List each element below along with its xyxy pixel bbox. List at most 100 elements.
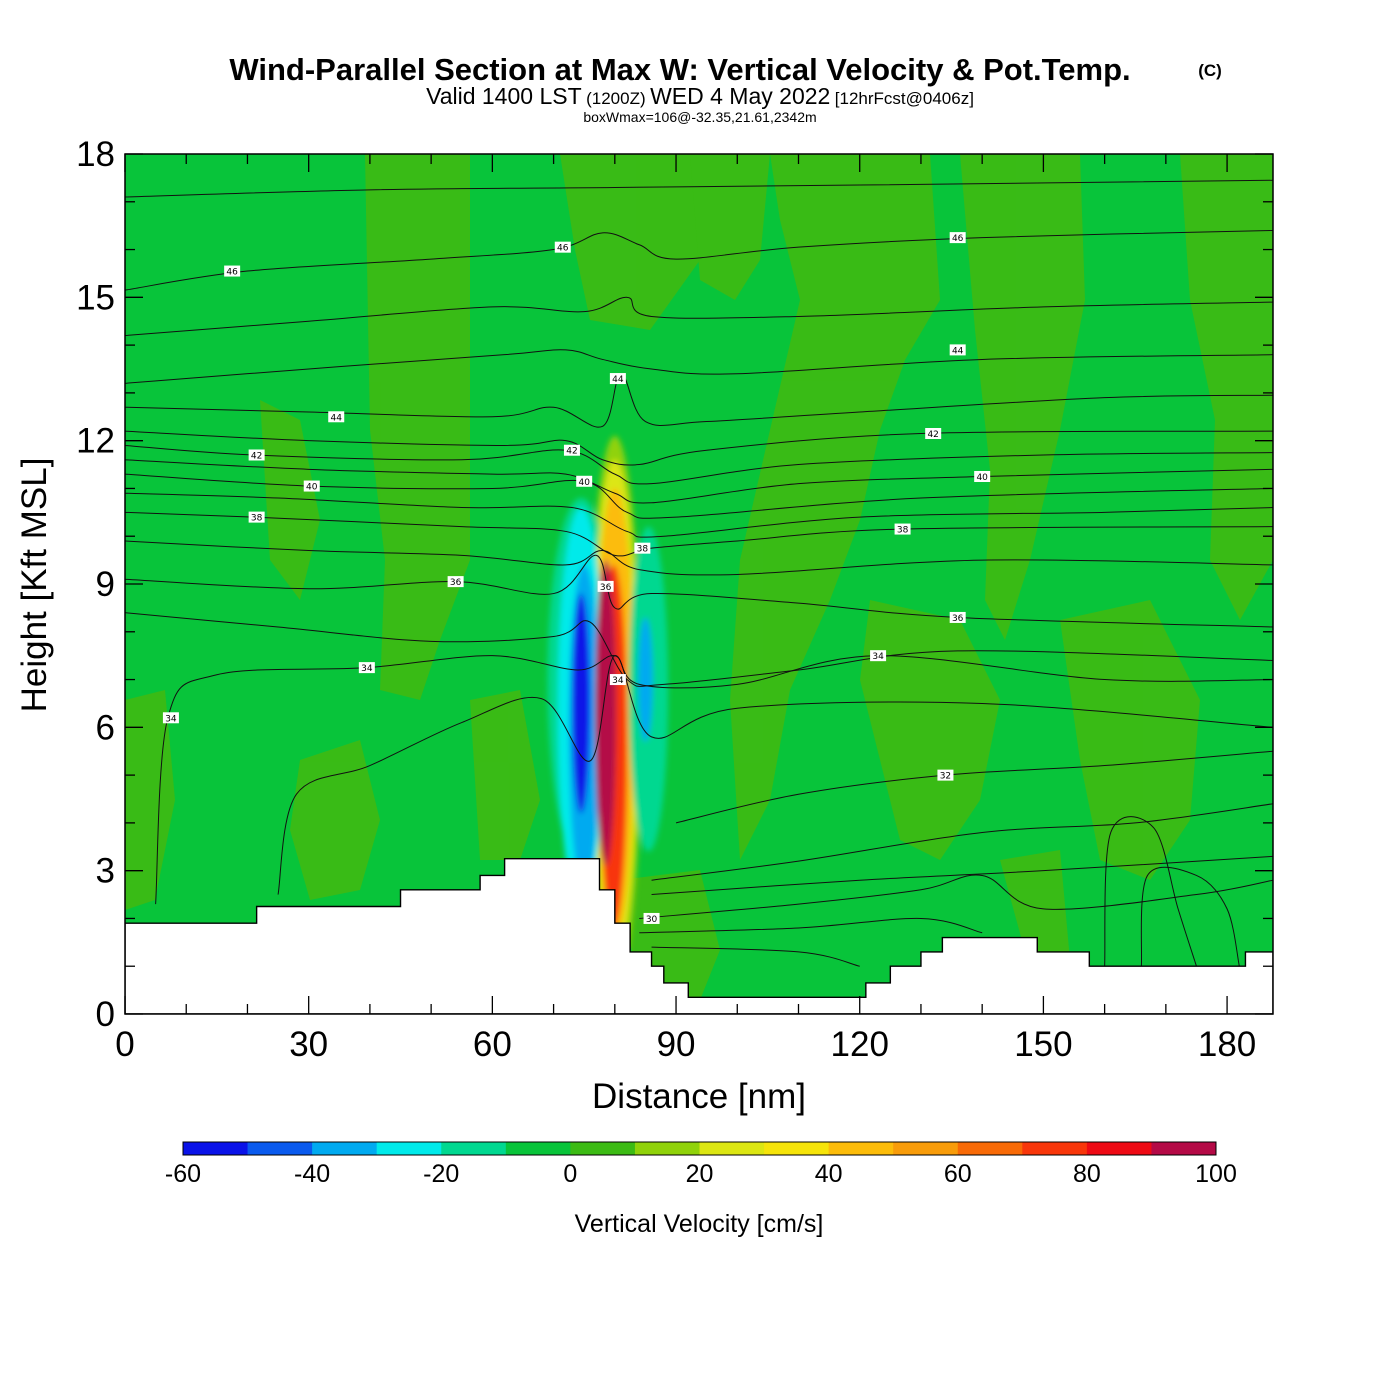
colorbar-segment-6 (570, 1142, 636, 1155)
theta-label-text: 42 (927, 430, 938, 440)
theta-label-text: 42 (566, 447, 577, 457)
colorbar-tick-label: -60 (165, 1160, 201, 1188)
colorbar-segment-8 (699, 1142, 765, 1155)
theta-label-22: 32 (937, 769, 954, 782)
theta-label-box (634, 542, 651, 554)
colorbar-segment-9 (764, 1142, 830, 1155)
colorbar-tick-label: 100 (1195, 1160, 1237, 1188)
theta-label-14: 38 (894, 523, 911, 536)
subtitle-forecast: [12hrFcst@0406z] (835, 89, 974, 108)
colorbar-segment-14 (1086, 1142, 1152, 1155)
theta-label-box (162, 712, 179, 724)
w-cell-10 (638, 617, 653, 742)
theta-label-box (248, 449, 265, 461)
colorbar-segment-11 (893, 1142, 959, 1155)
colorbar-segment-13 (1022, 1142, 1088, 1155)
theta-label-text: 44 (331, 413, 343, 423)
colorbar: -60 -40 -20 0 20 40 60 80 100 (165, 1141, 1237, 1188)
theta-label-box (328, 411, 345, 423)
colorbar-segment-10 (828, 1142, 894, 1155)
colorbar-tick-label: -20 (423, 1160, 459, 1188)
theta-contour-line-3 (125, 349, 1273, 384)
y-tick-label: 15 (76, 278, 115, 317)
theta-contour-labels: 46 46 46 44 44 44 42 42 42 40 40 40 38 38 38 36 36 36 34 34… (162, 232, 991, 925)
theta-label-text: 34 (872, 652, 884, 662)
colorbar-segment-4 (441, 1142, 507, 1155)
theta-label-box (447, 576, 464, 588)
theta-contour-line-2 (125, 296, 1273, 337)
theta-label-text: 36 (450, 578, 462, 588)
theta-label-box (563, 444, 580, 456)
w-weak-updraft-streaks (125, 154, 1273, 1000)
theta-label-text: 46 (952, 234, 964, 244)
theta-label-text: 42 (251, 452, 262, 462)
theta-label-text: 44 (612, 375, 624, 385)
colorbar-segment-12 (957, 1142, 1023, 1155)
theta-label-text: 34 (612, 676, 624, 686)
x-axis-label: Distance [nm] (592, 1077, 806, 1116)
y-tick-label: 12 (76, 422, 115, 461)
theta-label-text: 38 (251, 514, 263, 524)
theta-contour-line-17 (651, 803, 1273, 881)
theta-label-text: 36 (600, 583, 612, 593)
y-tick-label: 18 (76, 135, 115, 174)
theta-label-text: 46 (557, 244, 569, 254)
colorbar-segment-0 (183, 1142, 249, 1155)
theta-contour-line-22 (1104, 816, 1197, 967)
theta-contour-line-6 (125, 444, 1273, 485)
theta-label-box (949, 344, 966, 356)
colorbar-tick-label: -40 (294, 1160, 330, 1188)
theta-contour-line-14 (155, 655, 1273, 905)
chart-subtitle: Valid 1400 LST (1200Z) WED 4 May 2022 [1… (426, 83, 974, 109)
colorbar-tick-label: 80 (1073, 1160, 1101, 1188)
y-tick-label: 3 (96, 852, 115, 891)
theta-label-box (894, 523, 911, 535)
theta-label-16: 36 (597, 580, 614, 593)
theta-contour-line-21 (651, 946, 860, 967)
theta-label-text: 38 (897, 526, 909, 536)
theta-label-text: 32 (940, 772, 951, 782)
theta-label-text: 36 (952, 614, 964, 624)
theta-label-box (358, 662, 375, 674)
theta-label-text: 44 (952, 346, 964, 356)
theta-contour-line-23 (1140, 866, 1240, 967)
colorbar-tick-label: 40 (815, 1160, 843, 1188)
theta-contour-line-18 (651, 855, 1273, 896)
theta-label-2: 46 (949, 232, 966, 244)
theta-label-18: 34 (358, 662, 375, 674)
terrain-mask (125, 858, 1273, 1014)
theta-contour-line-11 (125, 540, 1273, 576)
theta-label-box (554, 241, 571, 253)
theta-label-12: 38 (248, 511, 265, 524)
theta-label-text: 34 (361, 664, 373, 674)
y-tick-label: 6 (96, 708, 115, 747)
theta-label-6: 42 (248, 449, 265, 462)
theta-contour-line-0 (125, 179, 1273, 198)
chart-annotation: boxWmax=106@-32.35,21.61,2342m (583, 109, 816, 125)
colorbar-tick-label: 0 (563, 1160, 577, 1188)
theta-label-7: 42 (563, 444, 580, 457)
colorbar-frame (182, 1141, 1217, 1156)
theta-label-13: 38 (634, 542, 651, 555)
w-cell-9 (571, 593, 591, 814)
colorbar-segment-5 (505, 1142, 571, 1155)
theta-contour-line-9 (125, 492, 1273, 538)
theta-label-box (937, 769, 954, 781)
w-cell-8 (595, 560, 617, 866)
x-tick-label: 60 (473, 1025, 512, 1064)
theta-label-15: 36 (447, 576, 464, 588)
theta-label-box (609, 373, 626, 385)
theta-label-box (248, 511, 265, 523)
theta-label-box (609, 674, 626, 686)
x-tick-label: 90 (657, 1025, 696, 1064)
theta-label-9: 40 (303, 480, 320, 493)
theta-label-3: 44 (609, 373, 626, 385)
theta-label-box (597, 580, 614, 592)
theta-label-box (643, 912, 660, 924)
subtitle-date: WED 4 May 2022 (650, 83, 830, 109)
theta-label-21: 34 (870, 650, 887, 662)
title-group: Wind-Parallel Section at Max W: Vertical… (229, 52, 1221, 125)
y-axis-label: Height [Kft MSL] (15, 458, 54, 713)
